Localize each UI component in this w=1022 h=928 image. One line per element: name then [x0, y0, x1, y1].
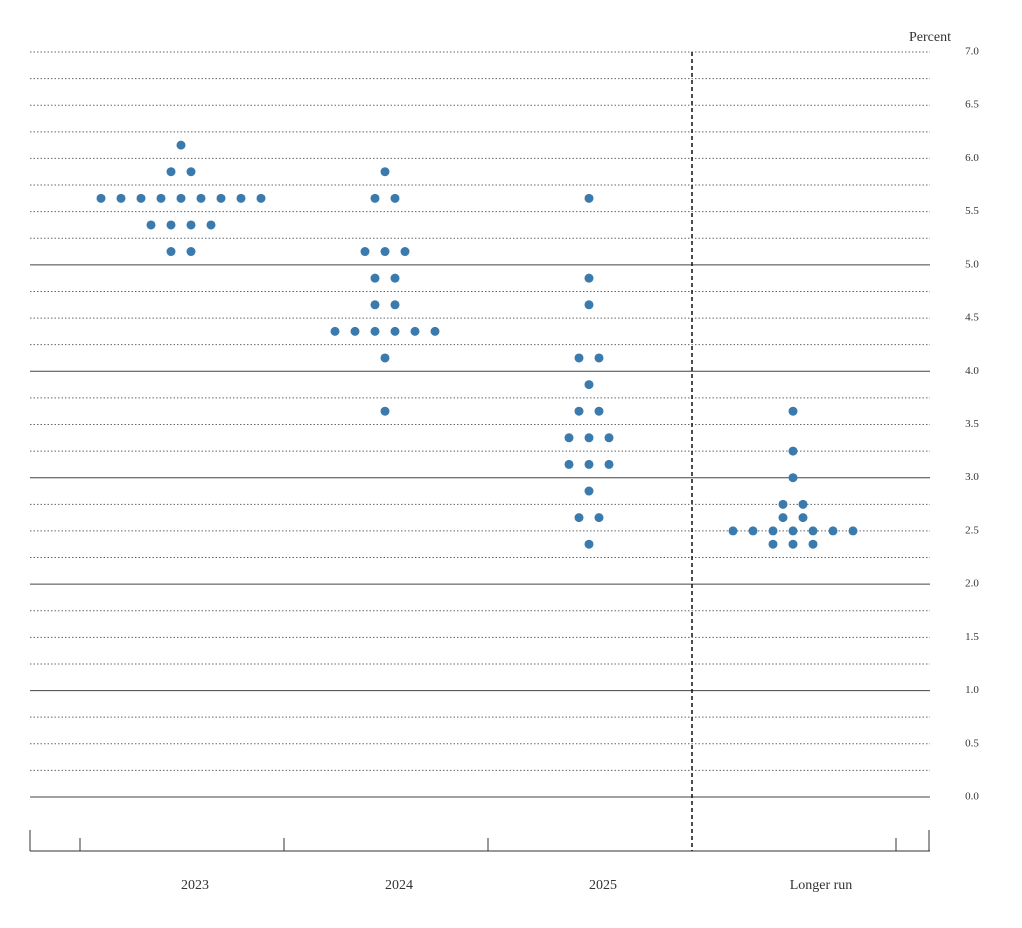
dot [564, 459, 574, 469]
dot [380, 406, 390, 416]
dot [728, 526, 738, 536]
y-tick-label: 0.0 [965, 791, 979, 803]
dot [400, 247, 410, 257]
y-tick-label: 3.5 [965, 418, 979, 430]
dot [584, 273, 594, 283]
dot [574, 406, 584, 416]
dot [604, 459, 614, 469]
dot [256, 193, 266, 203]
dot [828, 526, 838, 536]
y-tick-label: 4.5 [965, 312, 979, 324]
dot [584, 459, 594, 469]
dot [788, 526, 798, 536]
dot [176, 140, 186, 150]
dot [186, 220, 196, 230]
y-tick-label: 1.0 [965, 684, 979, 696]
dot [186, 247, 196, 257]
dot [584, 380, 594, 390]
dot [166, 167, 176, 177]
dot [380, 247, 390, 257]
dot [778, 499, 788, 509]
dot [768, 539, 778, 549]
dot [370, 300, 380, 310]
x-tick-label: 2025 [589, 878, 617, 893]
y-tick-label: 6.0 [965, 152, 979, 164]
dot [390, 326, 400, 336]
y-tick-label: 5.0 [965, 258, 979, 270]
dot [186, 167, 196, 177]
dot [778, 513, 788, 523]
dot [236, 193, 246, 203]
y-tick-label: 0.5 [965, 737, 979, 749]
dot [574, 353, 584, 363]
dot [574, 513, 584, 523]
dot [350, 326, 360, 336]
dot [788, 446, 798, 456]
dot [390, 300, 400, 310]
dot [798, 499, 808, 509]
dot [594, 513, 604, 523]
dot [848, 526, 858, 536]
y-tick-label: 1.5 [965, 631, 979, 643]
y-tick-label: 6.5 [965, 99, 979, 111]
y-tick-label: 2.0 [965, 578, 979, 590]
x-tick-label: 2024 [385, 878, 413, 893]
dot [116, 193, 126, 203]
dot [594, 353, 604, 363]
dot [788, 473, 798, 483]
x-tick-label: Longer run [790, 878, 853, 893]
dot [330, 326, 340, 336]
dot [390, 193, 400, 203]
dot [196, 193, 206, 203]
dot [768, 526, 778, 536]
dot [380, 353, 390, 363]
dot [380, 167, 390, 177]
dot [430, 326, 440, 336]
dot [216, 193, 226, 203]
dot [584, 433, 594, 443]
dot [808, 539, 818, 549]
dot [798, 513, 808, 523]
dot [788, 539, 798, 549]
dot [564, 433, 574, 443]
dot [370, 193, 380, 203]
y-tick-label: 2.5 [965, 524, 979, 536]
dot [390, 273, 400, 283]
dot [146, 220, 156, 230]
dot [808, 526, 818, 536]
dot [176, 193, 186, 203]
dot [166, 220, 176, 230]
dot [594, 406, 604, 416]
dot [584, 193, 594, 203]
dot [96, 193, 106, 203]
dot [360, 247, 370, 257]
y-tick-label: 3.0 [965, 471, 979, 483]
dot [136, 193, 146, 203]
y-tick-label: 7.0 [965, 46, 979, 58]
dot [748, 526, 758, 536]
dot [206, 220, 216, 230]
y-axis-title: Percent [909, 30, 951, 45]
x-tick-label: 2023 [181, 878, 209, 893]
dot [410, 326, 420, 336]
dot [156, 193, 166, 203]
y-tick-label: 5.5 [965, 205, 979, 217]
dot [584, 539, 594, 549]
dot [584, 486, 594, 496]
dot [604, 433, 614, 443]
y-tick-label: 4.0 [965, 365, 979, 377]
dot [166, 247, 176, 257]
dot [584, 300, 594, 310]
dot [370, 326, 380, 336]
dot [370, 273, 380, 283]
dot [788, 406, 798, 416]
